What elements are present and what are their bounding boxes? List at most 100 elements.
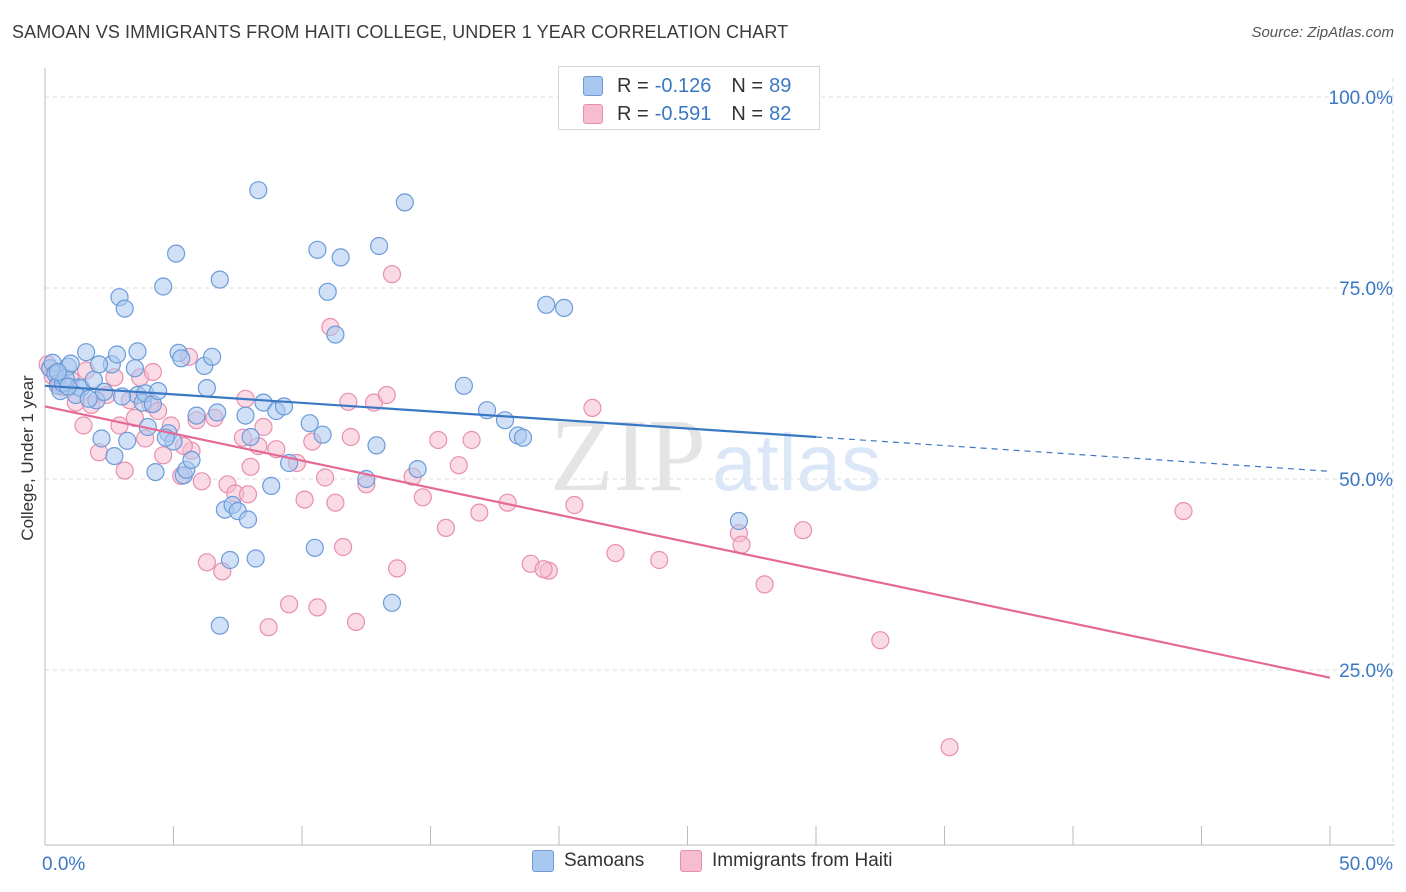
samoan-point (210, 270, 229, 289)
samoan-point (262, 476, 281, 495)
samoan-trend-extension (815, 436, 1331, 472)
y-axis-label: College, Under 1 year (18, 375, 37, 541)
haiti-point (241, 457, 260, 476)
samoan-point (408, 460, 427, 479)
haiti-point (308, 598, 327, 617)
samoan-point (331, 248, 350, 267)
legend-row-haiti: R = -0.591 N = 82 (583, 100, 791, 128)
samoan-point (254, 393, 273, 412)
x-tick-label-max: 50.0% (1339, 854, 1393, 875)
haiti-point (462, 430, 481, 450)
haiti-point (346, 612, 366, 632)
haiti-point (192, 472, 211, 491)
series-legend: Samoans Immigrants from Haiti (0, 850, 1406, 880)
samoan-point (249, 181, 268, 200)
samoan-point (48, 362, 68, 382)
haiti-swatch (583, 104, 603, 124)
samoan-point (79, 389, 98, 408)
samoan-point (61, 354, 80, 373)
samoan-point (94, 382, 114, 401)
samoan-point (220, 550, 240, 570)
tick-labels: 100.0% 75.0% 50.0% 25.0% 0.0% 50.0% (42, 88, 1393, 875)
samoan-point (367, 436, 386, 455)
samoan-point (308, 240, 327, 259)
samoan-point (107, 345, 127, 364)
y-tick-label: 50.0% (1339, 470, 1393, 491)
samoan-trend-line (44, 384, 817, 439)
haiti-point (115, 461, 134, 480)
samoan-point (554, 298, 574, 317)
legend-row-samoan: R = -0.126 N = 89 (583, 72, 791, 100)
haiti-point (143, 362, 162, 382)
samoan-point (197, 379, 216, 398)
haiti-point (339, 392, 358, 411)
haiti-legend-label: Immigrants from Haiti (712, 850, 893, 871)
samoan-point (146, 463, 165, 482)
samoan-point (454, 376, 473, 395)
haiti-point (377, 385, 396, 405)
haiti-n-label: N = (731, 102, 764, 125)
samoan-point (382, 593, 402, 612)
legend-item-haiti: Immigrants from Haiti (680, 850, 893, 872)
haiti-point (606, 543, 625, 563)
haiti-point (583, 398, 602, 417)
samoan-point (118, 431, 137, 450)
samoan-r-label: R = (617, 74, 649, 97)
samoans-legend-label: Samoans (564, 850, 645, 871)
haiti-point (280, 595, 299, 614)
haiti-point (793, 521, 813, 540)
samoan-point (125, 359, 144, 378)
haiti-point (732, 535, 751, 554)
haiti-point (436, 518, 455, 538)
samoan-point (326, 325, 345, 344)
haiti-point (650, 550, 669, 570)
source-label: Source: ZipAtlas.com (1251, 24, 1394, 41)
samoan-point (395, 193, 414, 212)
samoan-point (128, 342, 147, 361)
haiti-point (259, 618, 278, 637)
watermark-zip: ZIP (550, 398, 706, 513)
samoan-r-value: -0.126 (654, 74, 712, 97)
x-tick-label-min: 0.0% (42, 854, 85, 875)
haiti-point (254, 417, 273, 437)
haiti-r-label: R = (617, 102, 649, 125)
samoan-point (246, 549, 265, 568)
haiti-n-value: 82 (769, 102, 792, 125)
haiti-point (470, 503, 489, 522)
samoan-point (182, 450, 201, 469)
samoan-point (92, 429, 111, 448)
haiti-point (1174, 502, 1193, 521)
samoan-point (238, 510, 258, 529)
samoan-n-value: 89 (769, 74, 792, 97)
samoan-point (241, 427, 260, 447)
samoans-legend-swatch (532, 850, 554, 872)
samoan-point (167, 244, 186, 263)
haiti-point (295, 490, 314, 509)
haiti-point (316, 468, 335, 487)
samoan-point (187, 406, 206, 425)
samoan-point (89, 355, 109, 374)
axes (44, 68, 1395, 846)
samoan-point (172, 349, 191, 368)
haiti-point (238, 485, 258, 504)
samoan-point (203, 347, 222, 366)
samoan-point (537, 295, 556, 314)
samoan-point (305, 538, 324, 557)
haiti-point (388, 559, 407, 578)
samoan-n-label: N = (731, 74, 764, 97)
haiti-point (197, 553, 216, 572)
correlation-legend: R = -0.126 N = 89 R = -0.591 N = 82 (558, 66, 820, 130)
samoan-point (210, 616, 229, 635)
samoan-swatch (583, 76, 603, 96)
watermark: ZIP atlas (550, 398, 881, 513)
samoan-point (76, 343, 96, 362)
samoan-point (105, 447, 124, 466)
haiti-point (449, 456, 468, 475)
haiti-point (755, 575, 774, 594)
haiti-point (534, 560, 553, 579)
y-tick-label: 25.0% (1339, 661, 1393, 682)
haiti-point (413, 488, 432, 507)
haiti-point (110, 416, 129, 435)
samoan-point (495, 411, 515, 430)
